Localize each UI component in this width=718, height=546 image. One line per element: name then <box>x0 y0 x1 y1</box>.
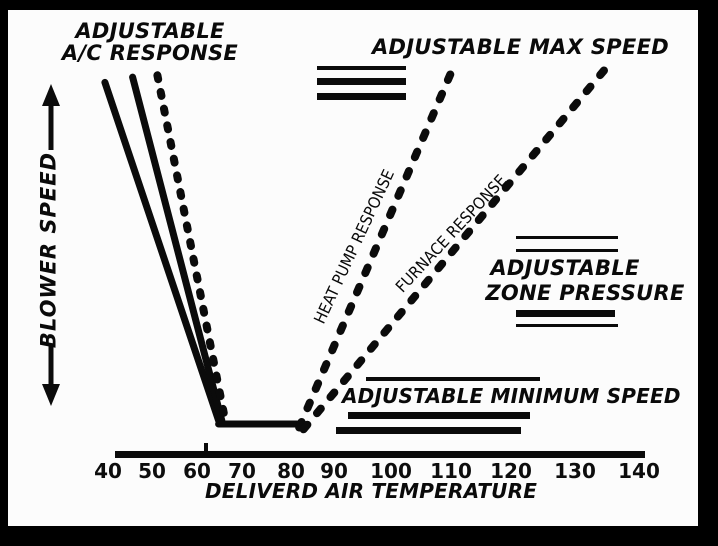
series-layer <box>101 66 609 434</box>
zone-pressure-title-line1: ADJUSTABLE <box>490 256 640 280</box>
x-axis-line <box>115 451 645 458</box>
min-speed-range-bar-2 <box>348 412 530 419</box>
ac-response-title-line2: A/C RESPONSE <box>61 41 239 65</box>
zone-pressure-title-line2: ZONE PRESSURE <box>485 281 685 305</box>
x-tick-label-90: 90 <box>320 459 348 483</box>
x-tick-label-100: 100 <box>370 459 412 483</box>
x-tick-label-120: 120 <box>490 459 532 483</box>
blower-speed-up-arrow <box>42 84 60 150</box>
max-speed-range-bar-2 <box>317 78 406 85</box>
zone-pressure-range-bar-1 <box>516 236 618 239</box>
zone-pressure-range-bar-2 <box>516 249 618 252</box>
x-axis-label: DELIVERD AIR TEMPERATURE <box>205 479 538 503</box>
ac-response-title: ADJUSTABLE A/C RESPONSE <box>55 20 245 64</box>
y-axis-label: BLOWER SPEED <box>36 151 61 349</box>
series-adjustable-ac-response-adjusted <box>153 71 229 423</box>
max-speed-title: ADJUSTABLE MAX SPEED <box>372 35 669 59</box>
min-speed-range-bar-3 <box>336 427 521 434</box>
x-tick-label-80: 80 <box>277 459 305 483</box>
x-tick-label-50: 50 <box>138 459 166 483</box>
max-speed-range-bar-1 <box>317 66 406 70</box>
series-heat-pump-response <box>295 66 457 432</box>
series-furnace-response <box>299 66 609 434</box>
min-speed-title: ADJUSTABLE MINIMUM SPEED <box>342 384 681 408</box>
max-speed-range-bar-3 <box>317 93 406 100</box>
series-adjustable-ac-response-1 <box>101 78 223 424</box>
min-speed-range-bar-1 <box>366 377 540 381</box>
x-tick-labels: 40 50 60 70 80 90 100 110 120 130 140 <box>0 459 718 483</box>
x-tick-label-40: 40 <box>94 459 122 483</box>
x-axis-minor-tick <box>204 443 208 451</box>
x-tick-label-60: 60 <box>183 459 211 483</box>
zone-pressure-range-bar-4 <box>516 324 618 327</box>
x-tick-label-110: 110 <box>430 459 472 483</box>
ac-response-title-line1: ADJUSTABLE <box>75 19 225 43</box>
zone-pressure-range-bar-3 <box>516 310 615 317</box>
x-tick-label-140: 140 <box>618 459 660 483</box>
x-tick-label-70: 70 <box>228 459 256 483</box>
series-adjustable-ac-response-2 <box>129 73 226 424</box>
x-tick-label-130: 130 <box>554 459 596 483</box>
blower-speed-down-arrow <box>42 345 60 406</box>
